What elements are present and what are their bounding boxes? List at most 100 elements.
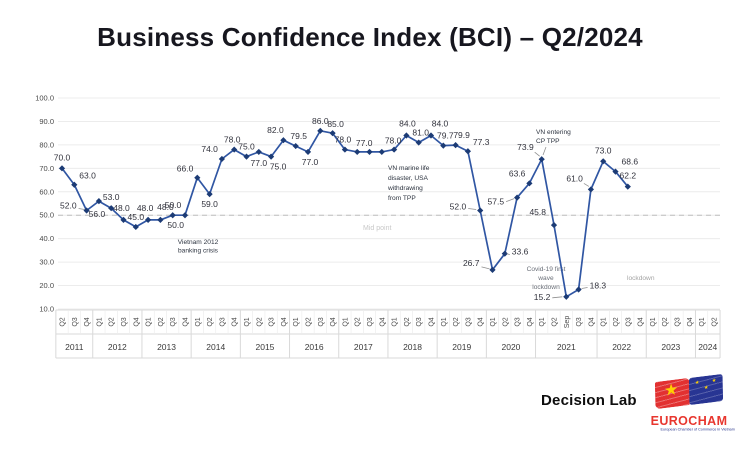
svg-text:Mid point: Mid point	[363, 225, 391, 232]
svg-text:Q4: Q4	[687, 317, 694, 326]
svg-text:Q2: Q2	[613, 317, 620, 326]
svg-text:78.0: 78.0	[224, 135, 241, 145]
svg-text:86.0: 86.0	[312, 116, 329, 126]
svg-text:Q4: Q4	[84, 317, 91, 326]
svg-text:78.0: 78.0	[335, 135, 352, 145]
svg-text:Q1: Q1	[490, 317, 497, 326]
svg-text:Q3: Q3	[675, 317, 682, 326]
svg-text:90.0: 90.0	[39, 117, 54, 126]
mid-point-line: Mid point	[58, 214, 720, 232]
svg-text:Q1: Q1	[146, 317, 153, 326]
svg-text:Q2: Q2	[404, 317, 411, 326]
svg-text:2013: 2013	[157, 342, 176, 352]
svg-text:33.6: 33.6	[512, 247, 529, 257]
data-labels: 70.063.052.056.053.048.045.048.0 48.050.0…	[54, 116, 639, 302]
svg-text:56.0: 56.0	[89, 209, 106, 219]
svg-text:Q3: Q3	[170, 317, 177, 326]
svg-text:78.0: 78.0	[385, 136, 402, 146]
svg-text:2023: 2023	[661, 342, 680, 352]
svg-text:Q4: Q4	[183, 317, 190, 326]
svg-text:53.0: 53.0	[103, 192, 120, 202]
eu-star-icon: ★	[694, 379, 700, 387]
svg-text:Q1: Q1	[244, 317, 251, 326]
vietnam-star-icon: ★	[663, 381, 679, 401]
eurocham-logo: ★ ★ ★ ★ EUROCHAM European Chamber of Com…	[643, 373, 735, 434]
decision-lab-logo: Decision Lab	[541, 392, 637, 409]
svg-text:Q1: Q1	[293, 317, 300, 326]
svg-text:60.0: 60.0	[39, 187, 54, 196]
svg-text:wave: wave	[537, 275, 554, 282]
svg-text:Q2: Q2	[662, 317, 669, 326]
svg-text:81.0: 81.0	[412, 128, 429, 138]
svg-text:2021: 2021	[557, 342, 576, 352]
annotations: Vietnam 2012 banking crisis VN marine life…	[178, 129, 655, 291]
svg-text:45.0: 45.0	[128, 212, 145, 222]
svg-text:Q2: Q2	[502, 317, 509, 326]
svg-text:84.0: 84.0	[432, 119, 449, 129]
svg-text:61.0: 61.0	[566, 173, 583, 183]
svg-text:lockdown: lockdown	[627, 275, 655, 282]
x-axis: 2011 2012 2013 2014 2015 2016 2017 2018 2019 2020…	[55, 309, 721, 359]
svg-text:banking crisis: banking crisis	[178, 248, 219, 255]
svg-text:80.0: 80.0	[39, 140, 54, 149]
svg-text:74.0: 74.0	[201, 144, 218, 154]
eu-star-icon: ★	[711, 377, 717, 385]
svg-text:50.0: 50.0	[167, 220, 184, 230]
svg-text:79.5: 79.5	[290, 131, 307, 141]
svg-text:18.3: 18.3	[590, 281, 607, 291]
svg-text:Covid-19 first: Covid-19 first	[527, 266, 566, 273]
svg-text:Q3: Q3	[269, 317, 276, 326]
svg-text:Q3: Q3	[416, 317, 423, 326]
svg-text:70.0: 70.0	[39, 164, 54, 173]
footer: Decision Lab ★ ★ ★ ★ EUROCHAM European C…	[0, 373, 740, 454]
svg-text:Q3: Q3	[515, 317, 522, 326]
svg-text:79.9: 79.9	[453, 130, 470, 140]
svg-text:48.0: 48.0	[157, 202, 174, 212]
svg-text:Q4: Q4	[232, 317, 239, 326]
svg-text:26.7: 26.7	[463, 258, 480, 268]
svg-text:Q1: Q1	[650, 317, 657, 326]
svg-text:Q3: Q3	[367, 317, 374, 326]
svg-text:75.0: 75.0	[270, 162, 287, 172]
svg-text:lockdown: lockdown	[532, 284, 560, 291]
svg-text:VN marine life: VN marine life	[388, 165, 430, 172]
svg-text:77.0: 77.0	[356, 138, 373, 148]
svg-text:84.0: 84.0	[399, 119, 416, 129]
svg-text:Q2: Q2	[711, 317, 718, 326]
svg-text:Q4: Q4	[379, 317, 386, 326]
svg-text:Q2: Q2	[60, 317, 67, 326]
svg-text:2012: 2012	[108, 342, 127, 352]
svg-text:85.0: 85.0	[327, 119, 344, 129]
svg-text:48.0: 48.0	[137, 203, 154, 213]
page-title: Business Confidence Index (BCI) – Q2/202…	[97, 22, 643, 52]
svg-text:2024: 2024	[698, 342, 717, 352]
svg-text:Q1: Q1	[392, 317, 399, 326]
svg-text:63.0: 63.0	[79, 171, 96, 181]
eu-star-icon: ★	[703, 384, 709, 392]
svg-text:2017: 2017	[354, 342, 373, 352]
svg-text:VN entering: VN entering	[536, 129, 571, 136]
svg-text:disaster, USA: disaster, USA	[388, 175, 429, 182]
svg-text:Q2: Q2	[552, 317, 559, 326]
svg-text:52.0: 52.0	[450, 202, 467, 212]
svg-text:40.0: 40.0	[39, 234, 54, 243]
svg-text:63.6: 63.6	[509, 168, 526, 178]
svg-text:73.0: 73.0	[595, 145, 612, 155]
svg-text:Q2: Q2	[256, 317, 263, 326]
svg-text:Q1: Q1	[699, 317, 706, 326]
svg-text:2019: 2019	[452, 342, 471, 352]
eurocham-tagline: European Chamber of Commerce in Vietnam	[660, 428, 735, 432]
grid-and-y-axis: 100.090.080.070.060.050.040.030.020.010.…	[35, 94, 720, 313]
svg-text:Q1: Q1	[342, 317, 349, 326]
svg-text:66.0: 66.0	[177, 164, 194, 174]
svg-text:Q2: Q2	[355, 317, 362, 326]
svg-text:68.6: 68.6	[622, 157, 639, 167]
svg-text:Q1: Q1	[96, 317, 103, 326]
svg-text:2018: 2018	[403, 342, 422, 352]
svg-text:Q3: Q3	[625, 317, 632, 326]
svg-text:Q4: Q4	[133, 317, 140, 326]
svg-text:2016: 2016	[305, 342, 324, 352]
svg-text:77.0: 77.0	[251, 158, 268, 168]
svg-text:Q2: Q2	[207, 317, 214, 326]
